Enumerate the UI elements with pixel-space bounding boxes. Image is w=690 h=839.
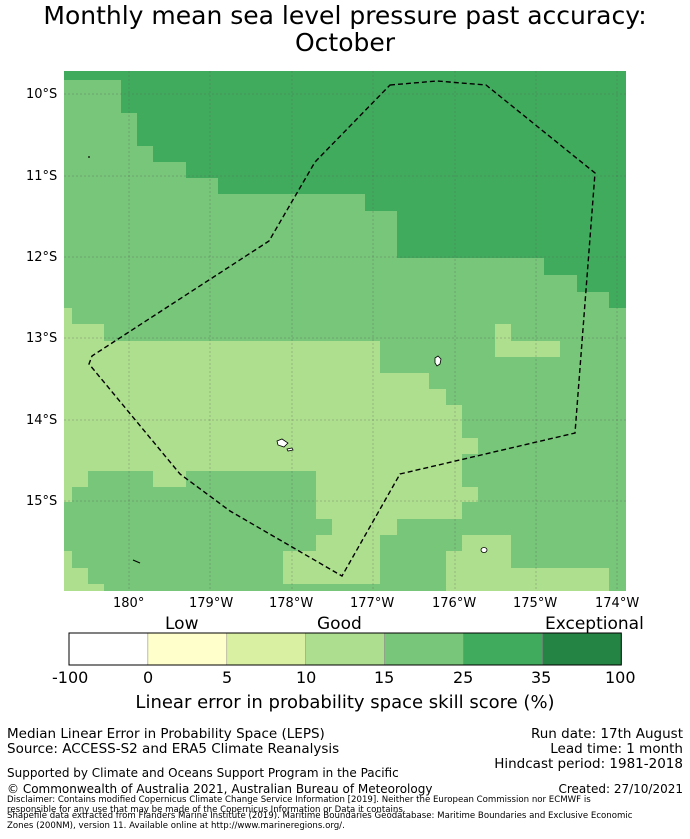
chart-title-line2: October	[294, 28, 396, 57]
lat-label-10s: 10°S	[26, 87, 58, 102]
colorbar-tick-label: 25	[453, 668, 474, 687]
island-outline-4	[480, 547, 488, 553]
lat-label-11s: 11°S	[26, 169, 58, 184]
colorbar-category-exceptional: Exceptional	[545, 614, 644, 634]
lon-label-177w: 177°W	[350, 596, 395, 611]
colorbar-swatch	[542, 632, 622, 666]
colorbar-frame	[68, 632, 622, 666]
lon-label-176w: 176°W	[432, 596, 477, 611]
skill-field	[64, 71, 626, 591]
eez-boundary	[88, 80, 596, 577]
lon-label-174w: 174°W	[595, 596, 640, 611]
colorbar-tick-label: -100	[52, 668, 89, 687]
lon-label-180: 180°	[113, 596, 145, 611]
colorbar-swatch	[463, 632, 543, 666]
colorbar-tick-label: 100	[605, 668, 636, 687]
lon-label-175w: 175°W	[513, 596, 558, 611]
colorbar	[68, 632, 622, 666]
colorbar-swatch	[226, 632, 306, 666]
map-gridlines	[64, 71, 626, 591]
island-outline-6	[88, 156, 90, 158]
colorbar-tick-label: 10	[296, 668, 317, 687]
colorbar-tick-label: 35	[531, 668, 552, 687]
source-text: Source: ACCESS-S2 and ERA5 Climate Reana…	[7, 741, 340, 757]
disclaimer-line-4: Zones (200NM), version 11. Available onl…	[7, 821, 345, 831]
disclaimer-line-2: responsible for any use that may be made…	[7, 805, 406, 815]
colorbar-tick-label: 0	[143, 668, 154, 687]
island-outline-2	[276, 438, 289, 448]
disclaimer-line-3: Shapefile data extracted from Flanders M…	[7, 811, 633, 821]
colorbar-tick-label: 15	[374, 668, 395, 687]
lon-label-179w: 179°W	[189, 596, 234, 611]
lon-label-178w: 178°W	[269, 596, 314, 611]
zone-good-sw	[64, 551, 104, 591]
island-outline-1	[434, 355, 442, 367]
colorbar-category-good: Good	[317, 614, 362, 634]
method-text: Median Linear Error in Probability Space…	[7, 726, 325, 742]
lat-label-13s: 13°S	[26, 331, 58, 346]
zone-exceptional	[64, 71, 626, 308]
disclaimer-line-1: Disclaimer: Contains modified Copernicus…	[7, 795, 591, 805]
lead-time-text: Lead time: 1 month	[550, 741, 683, 757]
hindcast-text: Hindcast period: 1981-2018	[494, 756, 683, 772]
lat-label-14s: 14°S	[26, 413, 58, 428]
island-outline-3	[286, 447, 294, 452]
colorbar-category-low: Low	[165, 614, 199, 634]
zone-good-east	[495, 324, 560, 357]
created-date-text: Created: 27/10/2021	[558, 782, 683, 796]
colorbar-swatch	[68, 632, 149, 666]
copyright-text: © Commonwealth of Australia 2021, Austra…	[7, 782, 433, 796]
colorbar-label: Linear error in probability space skill …	[135, 692, 555, 713]
zone-good-main	[64, 308, 478, 584]
colorbar-swatch	[305, 632, 385, 666]
support-text: Supported by Climate and Oceans Support …	[7, 766, 399, 780]
island-outline-5	[132, 559, 141, 564]
colorbar-tick-label: 5	[222, 668, 233, 687]
chart-title-line1: Monthly mean sea level pressure past acc…	[43, 1, 647, 30]
colorbar-swatch	[384, 632, 464, 666]
lat-label-12s: 12°S	[26, 250, 58, 265]
colorbar-swatch	[147, 632, 228, 666]
lat-label-15s: 15°S	[26, 494, 58, 509]
run-date-text: Run date: 17th August	[530, 726, 683, 742]
